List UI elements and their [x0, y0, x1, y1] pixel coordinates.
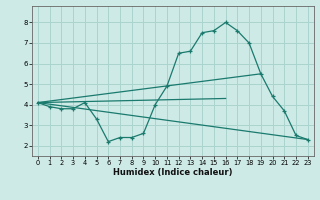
X-axis label: Humidex (Indice chaleur): Humidex (Indice chaleur) — [113, 168, 233, 177]
